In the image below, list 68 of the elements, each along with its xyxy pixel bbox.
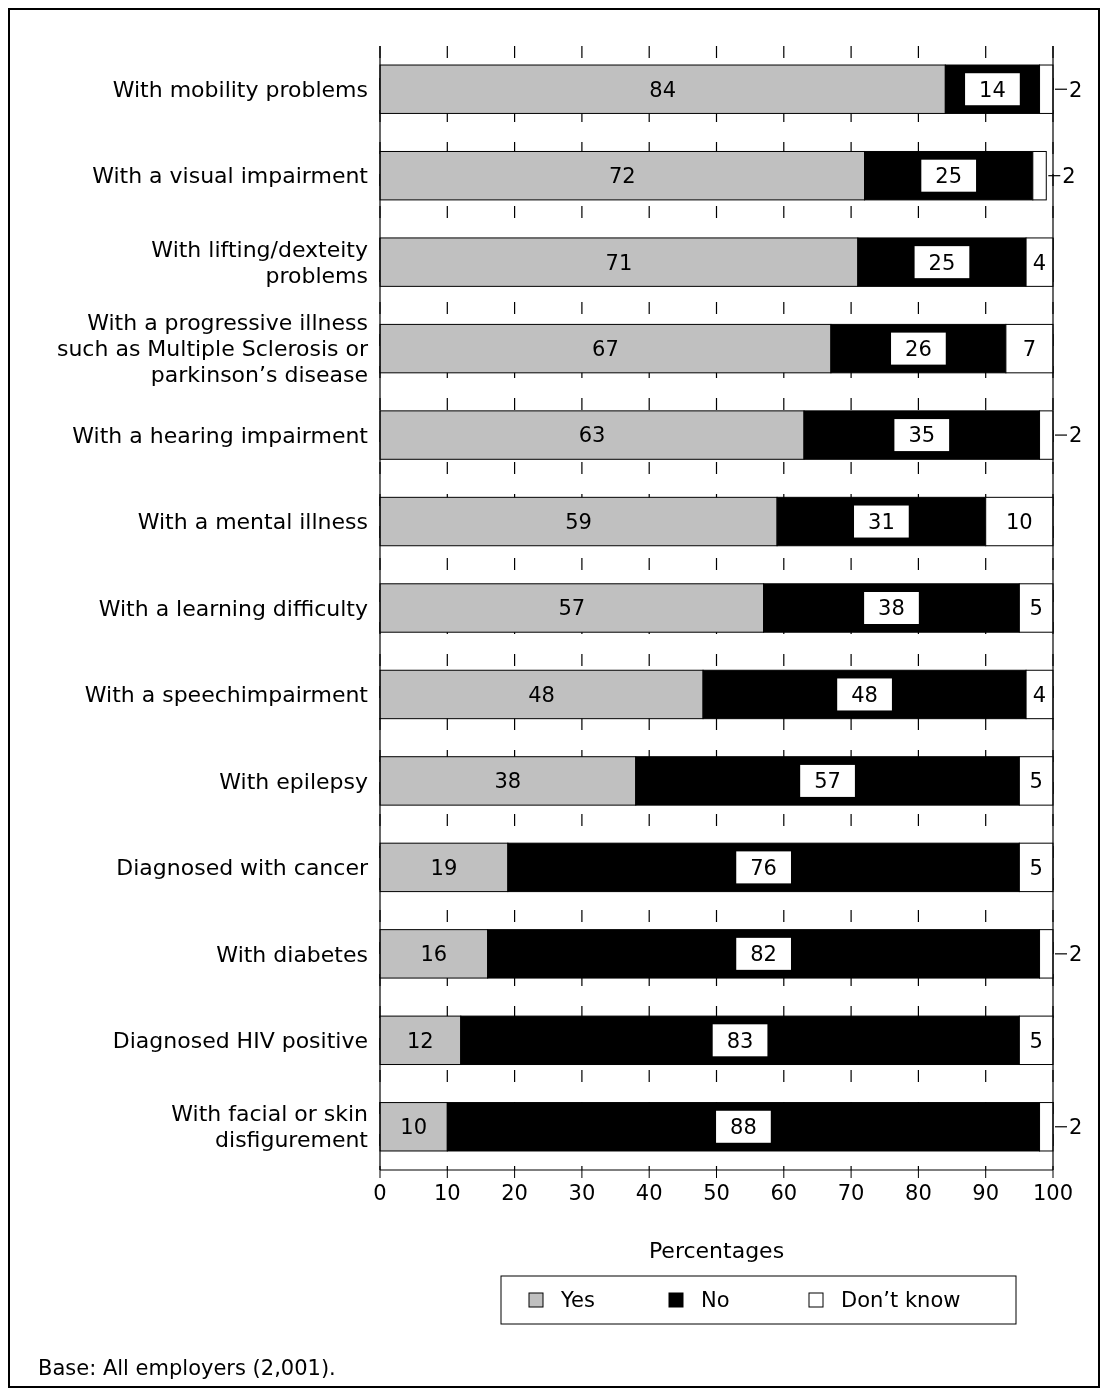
data-label: 5: [1029, 1028, 1043, 1053]
y-tick-label: With mobility problems: [112, 76, 368, 102]
data-label: 12: [407, 1028, 434, 1053]
legend-label: Don’t know: [841, 1288, 961, 1313]
data-label: 38: [878, 596, 905, 621]
y-tick-label: With diabetes: [216, 941, 368, 967]
data-label: 76: [750, 855, 777, 880]
y-tick-label: With a mental illness: [137, 509, 368, 535]
data-label: 38: [494, 769, 522, 794]
x-tick-label: 60: [770, 1181, 798, 1205]
data-label: 72: [608, 164, 636, 189]
y-tick-label: With a visual impairment: [92, 163, 369, 189]
text: Base: All employers (2,001).: [38, 1356, 336, 1381]
data-label: 4: [1032, 682, 1047, 707]
x-tick-label: 10: [433, 1181, 461, 1205]
data-label: 57: [814, 769, 841, 794]
data-label: 19: [430, 855, 458, 880]
x-tick-label: 0: [373, 1181, 387, 1205]
data-label: 5: [1029, 769, 1043, 794]
data-label: 4: [1032, 250, 1047, 275]
data-label: 2: [1069, 942, 1083, 967]
data-label: 2: [1069, 77, 1083, 102]
data-label: 63: [578, 423, 606, 448]
y-tick-label: With facial or skin disfigurement: [171, 1101, 369, 1153]
data-label: 59: [565, 509, 592, 534]
data-label: 7: [1022, 336, 1037, 361]
y-tick-label: With lifting/dexteity problems: [151, 236, 368, 288]
data-label: 14: [979, 77, 1006, 102]
x-tick-label: 80: [905, 1181, 932, 1205]
x-tick-label: 20: [501, 1181, 528, 1205]
data-label: 10: [400, 1115, 428, 1140]
data-label: 5: [1029, 855, 1043, 880]
y-tick-label: With epilepsy: [219, 768, 368, 794]
data-label: 88: [730, 1115, 757, 1140]
data-label: 2: [1069, 1115, 1083, 1140]
data-label: 25: [935, 164, 963, 189]
data-label: 2: [1069, 423, 1083, 448]
data-label: 26: [905, 336, 932, 361]
data-label: 82: [750, 942, 777, 967]
legend-label: Yes: [560, 1288, 595, 1313]
x-tick-label: 50: [703, 1181, 730, 1205]
data-label: 25: [928, 250, 956, 275]
data-label: 71: [605, 250, 633, 275]
x-axis-title: Percentages: [648, 1238, 785, 1263]
y-tick-label: Diagnosed HIV positive: [112, 1028, 368, 1054]
y-tick-label: With a hearing impairment: [72, 422, 369, 448]
y-tick-label: With a speechimpairment: [84, 682, 369, 708]
data-label: 57: [558, 596, 586, 621]
x-tick-label: 100: [1032, 1181, 1074, 1205]
x-tick-label: 30: [568, 1181, 596, 1205]
data-label: 83: [726, 1028, 754, 1053]
x-tick-label: 70: [837, 1181, 865, 1205]
data-label: 10: [1005, 509, 1033, 534]
data-label: 2: [1062, 164, 1076, 189]
data-label: 16: [420, 942, 448, 967]
data-label: 48: [851, 682, 878, 707]
data-label: 35: [908, 423, 936, 448]
data-label: 48: [528, 682, 555, 707]
data-label: 5: [1029, 596, 1043, 621]
data-label: 84: [649, 77, 677, 102]
y-tick-label: With a progressive illness such as Multiple Sclerosis or parkinson’s disease: [56, 310, 369, 388]
legend-label: No: [701, 1288, 730, 1313]
data-label: 67: [592, 336, 619, 361]
data-label: 31: [868, 509, 895, 534]
x-tick-label: 90: [972, 1181, 1000, 1205]
y-tick-label: With a learning difficulty: [98, 595, 368, 621]
y-tick-label: Diagnosed with cancer: [116, 855, 369, 881]
x-tick-label: 40: [635, 1181, 663, 1205]
